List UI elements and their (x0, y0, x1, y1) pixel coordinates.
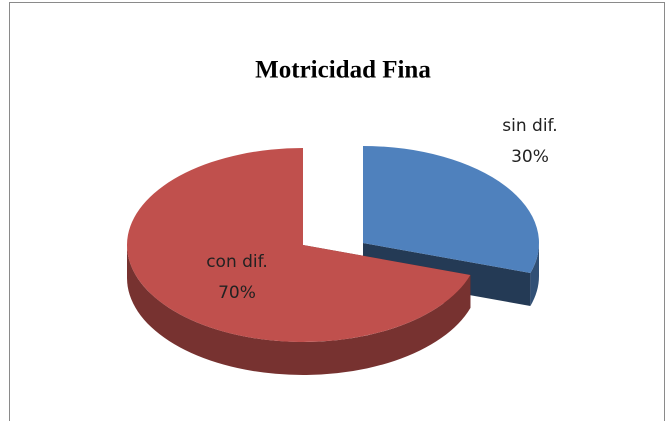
data-label-category: sin dif. (502, 116, 557, 136)
pie-slice-side (127, 245, 471, 375)
chart-title: Motricidad Fina (255, 57, 431, 84)
pie-slice (363, 146, 539, 273)
data-label: 70% (218, 283, 256, 303)
pie-slice (126, 148, 471, 343)
data-label: 30% (511, 147, 549, 167)
data-label-category: con dif. (206, 252, 268, 272)
pie-slice-side (530, 243, 539, 306)
